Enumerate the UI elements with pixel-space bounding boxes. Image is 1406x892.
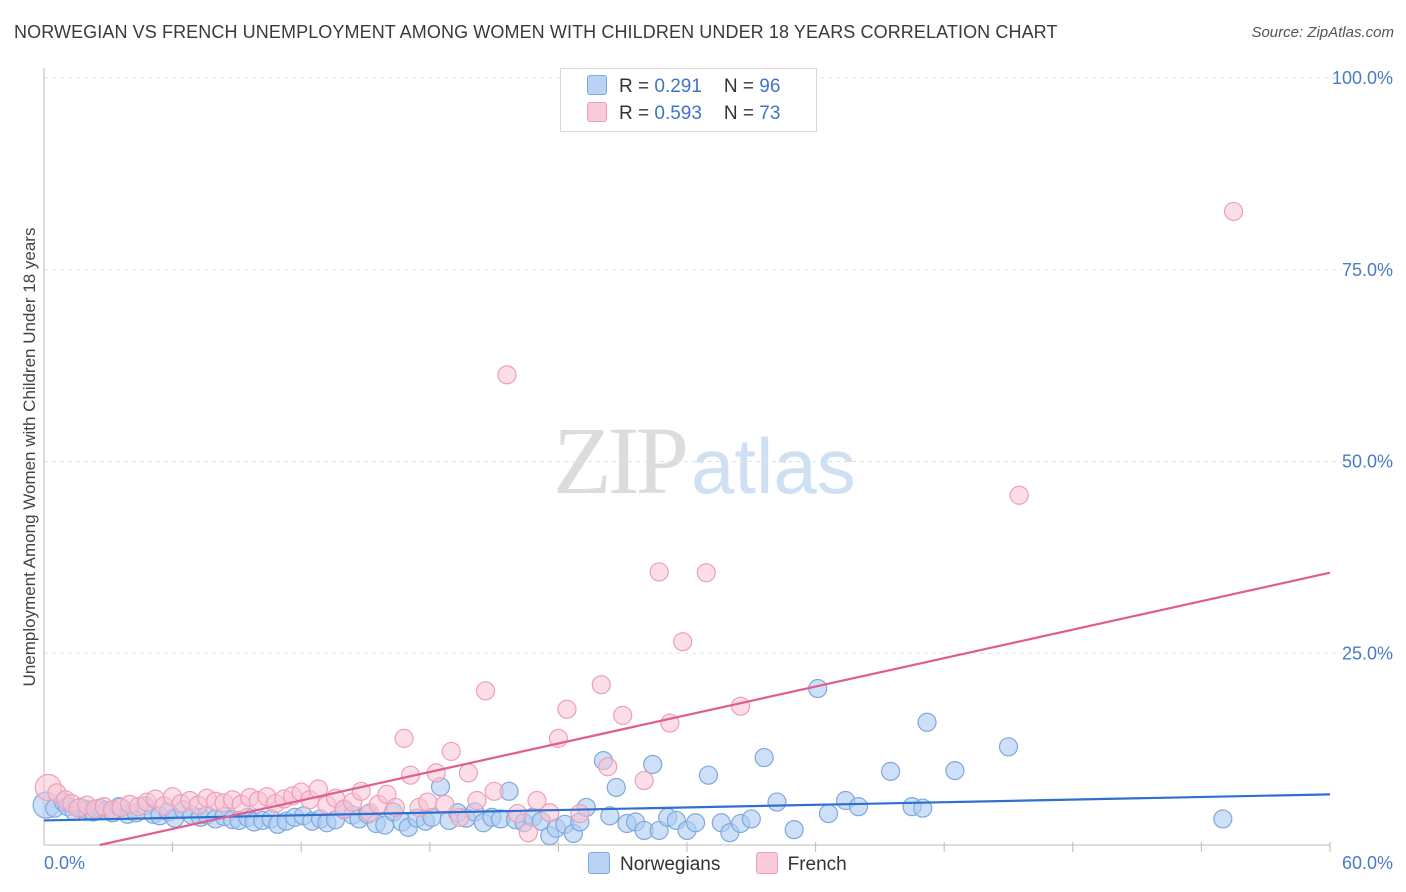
french-point bbox=[1009, 485, 1029, 505]
norwegians-point bbox=[600, 806, 620, 826]
axes bbox=[43, 68, 1331, 852]
french-swatch bbox=[587, 102, 607, 122]
french-point bbox=[696, 563, 716, 583]
french-point bbox=[497, 365, 517, 385]
legend-r-label: R = bbox=[619, 76, 655, 97]
series-legend: Norwegians French bbox=[588, 852, 877, 876]
french-point bbox=[508, 803, 528, 824]
french-point bbox=[394, 728, 414, 748]
legend-r-value-french: 0.593 bbox=[654, 103, 702, 124]
legend-n-value-french: 73 bbox=[759, 103, 781, 124]
norwegians-point bbox=[685, 813, 706, 833]
norwegians-point bbox=[848, 797, 869, 817]
watermark-atlas: atlas bbox=[691, 422, 856, 510]
french-point bbox=[475, 681, 496, 701]
x-tick-label: 60.0% bbox=[1342, 853, 1393, 873]
norwegians-point bbox=[818, 803, 839, 824]
gridlines bbox=[44, 77, 1342, 654]
french-trend-line bbox=[99, 571, 1331, 847]
norwegians-point bbox=[945, 761, 965, 781]
norwegians-point bbox=[754, 747, 774, 768]
norwegians-point bbox=[698, 765, 719, 785]
french-point bbox=[730, 696, 751, 716]
french-point bbox=[591, 675, 611, 695]
legend-r-value-norwegians: 0.291 bbox=[654, 76, 702, 97]
french-point bbox=[467, 790, 487, 811]
french-point bbox=[613, 705, 633, 725]
legend-item-french[interactable]: French bbox=[755, 852, 847, 876]
norwegians-point bbox=[606, 777, 626, 798]
french-point bbox=[308, 779, 328, 799]
trend-lines bbox=[43, 571, 1331, 847]
french-points bbox=[34, 201, 1244, 843]
y-tick-label: 50.0% bbox=[1342, 452, 1393, 472]
french-point bbox=[441, 741, 461, 762]
french-point bbox=[557, 699, 577, 719]
french-point bbox=[570, 803, 590, 824]
legend-label-french: French bbox=[787, 854, 847, 875]
source-credit: Source: ZipAtlas.com bbox=[1251, 24, 1394, 41]
y-tick-label: 75.0% bbox=[1342, 260, 1393, 280]
norwegians-swatch bbox=[587, 75, 607, 95]
french-point bbox=[634, 770, 654, 791]
legend-row-norwegians: R = 0.291 N = 96 bbox=[587, 75, 780, 101]
norwegians-point bbox=[741, 809, 761, 829]
norwegians-point bbox=[1213, 809, 1233, 829]
norwegians-point bbox=[917, 712, 937, 732]
y-tick-label: 100.0% bbox=[1332, 68, 1393, 88]
watermark-zip: ZIP bbox=[553, 407, 689, 514]
legend-row-french: R = 0.593 N = 73 bbox=[587, 102, 780, 128]
norwegians-point bbox=[881, 761, 901, 781]
french-point bbox=[1223, 201, 1244, 222]
legend-item-norwegians[interactable]: Norwegians bbox=[588, 852, 720, 876]
norwegians-point bbox=[998, 737, 1019, 757]
french-point bbox=[418, 792, 438, 812]
norwegians-point bbox=[643, 754, 663, 775]
legend-label-norwegians: Norwegians bbox=[620, 854, 721, 875]
legend-n-label: N = bbox=[723, 103, 760, 124]
norwegians-point bbox=[767, 792, 787, 812]
french-point bbox=[518, 823, 538, 843]
legend-n-value-norwegians: 96 bbox=[759, 76, 781, 97]
chart-title: NORWEGIAN VS FRENCH UNEMPLOYMENT AMONG W… bbox=[14, 22, 1058, 42]
norwegians-point bbox=[784, 820, 804, 840]
norwegians-legend-swatch bbox=[588, 852, 610, 874]
correlation-legend: R = 0.291 N = 96 R = 0.593 N = 73 bbox=[560, 68, 817, 132]
french-point bbox=[649, 562, 669, 582]
legend-r-label: R = bbox=[619, 103, 655, 124]
french-point bbox=[540, 803, 560, 823]
french-legend-swatch bbox=[755, 852, 778, 874]
french-point bbox=[484, 781, 504, 801]
french-point bbox=[598, 757, 618, 777]
y-tick-label: 25.0% bbox=[1342, 643, 1393, 663]
x-tick-label: 0.0% bbox=[44, 853, 85, 873]
legend-n-label: N = bbox=[723, 76, 760, 97]
french-point bbox=[435, 794, 455, 814]
french-point bbox=[458, 763, 478, 783]
norwegians-trend-line bbox=[43, 793, 1331, 822]
tick-labels: 25.0% 50.0% 75.0% 100.0% 0.0% 60.0% bbox=[44, 68, 1393, 873]
french-point bbox=[673, 632, 693, 652]
watermark: ZIPatlas bbox=[553, 405, 856, 516]
french-point bbox=[385, 797, 406, 818]
